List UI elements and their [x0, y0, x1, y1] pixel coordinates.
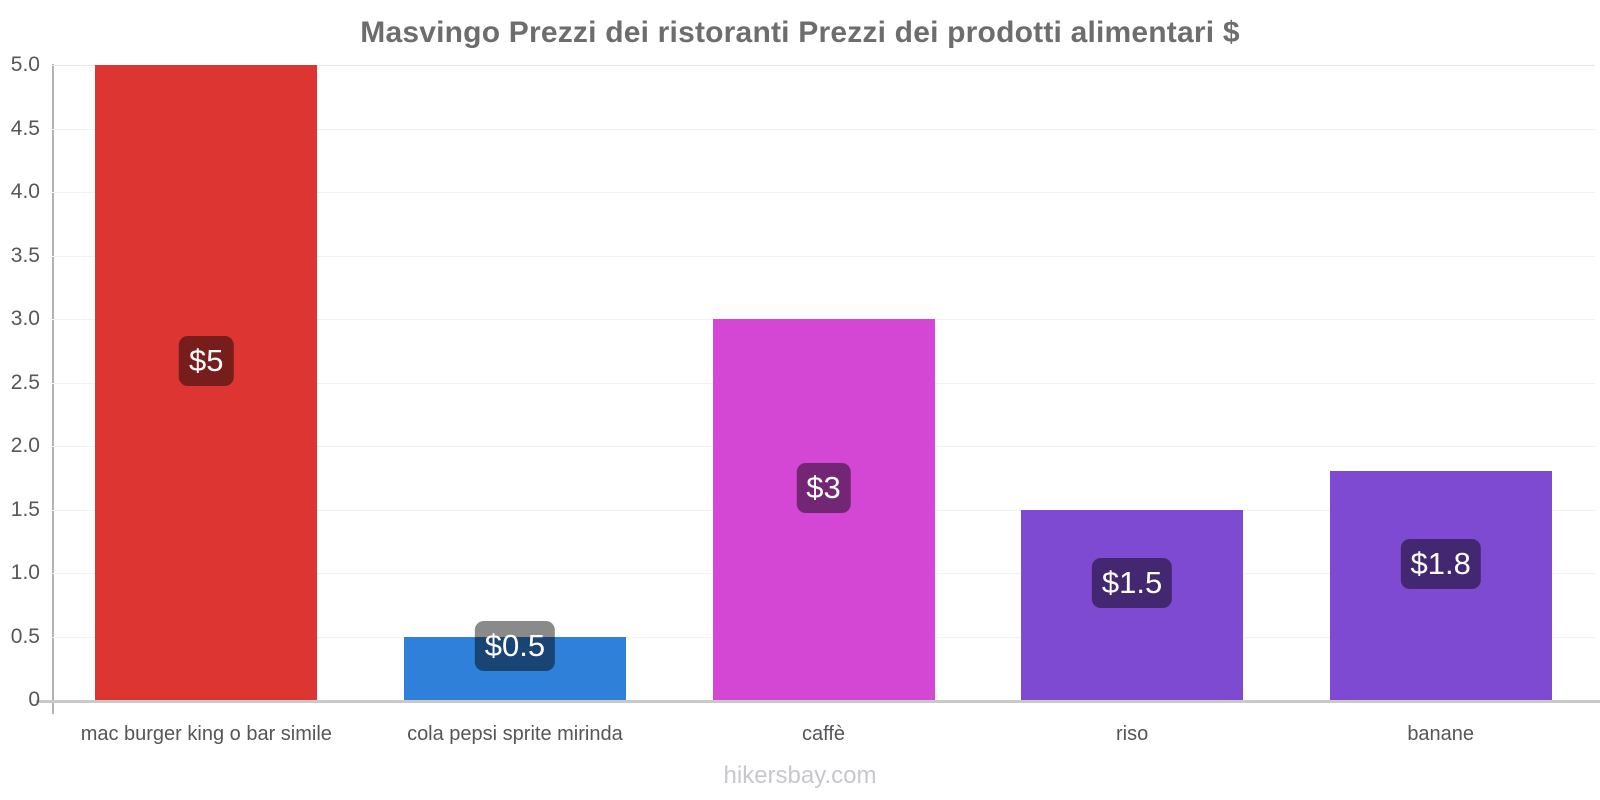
y-tick-label-2.5: 2.5 — [10, 370, 40, 394]
bar-mac-burger-king-o-bar-simile[interactable] — [95, 65, 318, 700]
y-tick-label-0: 0 — [28, 688, 40, 711]
value-badge-cola-pepsi-sprite-mirinda: $0.5 — [474, 621, 556, 672]
gridline-4.5 — [52, 128, 1595, 130]
x-axis-label-riso: riso — [1115, 723, 1149, 745]
value-badge-riso: $1.5 — [1091, 557, 1173, 608]
gridline-3.5 — [52, 255, 1595, 257]
x-axis-baseline — [36, 700, 1600, 703]
y-tick-label-4.5: 4.5 — [10, 116, 40, 140]
x-axis-label-cola-pepsi-sprite-mirinda: cola pepsi sprite mirinda — [407, 723, 623, 745]
bar-banane[interactable] — [1329, 471, 1552, 700]
value-badge-banane: $1.8 — [1400, 538, 1481, 589]
y-tick-label-5.0: 5.0 — [10, 53, 40, 76]
y-tick-label-1.0: 1.0 — [10, 561, 40, 584]
x-axis-label-mac-burger-king-o-bar-simile: mac burger king o bar simile — [80, 723, 332, 745]
value-badge-mac-burger-king-o-bar-simile: $5 — [179, 335, 234, 386]
y-tick-label-4.0: 4.0 — [10, 180, 40, 203]
x-axis-label-banane: banane — [1407, 723, 1475, 745]
bar-caffe[interactable] — [712, 319, 935, 700]
bar-riso[interactable] — [1021, 509, 1244, 700]
bar-cola-pepsi-sprite-mirinda[interactable] — [403, 636, 626, 700]
y-tick-label-3.0: 3.0 — [10, 307, 40, 330]
watermark: hikersbay.com — [723, 762, 877, 789]
gridline-4.0 — [52, 192, 1595, 193]
value-badge-caffe: $3 — [796, 462, 851, 513]
x-axis-label-caffe: caffè — [802, 723, 845, 745]
y-axis-line — [52, 64, 54, 714]
y-tick-label-2.0: 2.0 — [10, 434, 40, 457]
gridline-5.0 — [52, 65, 1595, 66]
y-tick-label-1.5: 1.5 — [10, 497, 40, 521]
y-tick-label-0.5: 0.5 — [10, 624, 40, 648]
chart-title: Masvingo Prezzi dei ristoranti Prezzi de… — [360, 16, 1240, 49]
y-tick-label-3.5: 3.5 — [10, 243, 40, 267]
